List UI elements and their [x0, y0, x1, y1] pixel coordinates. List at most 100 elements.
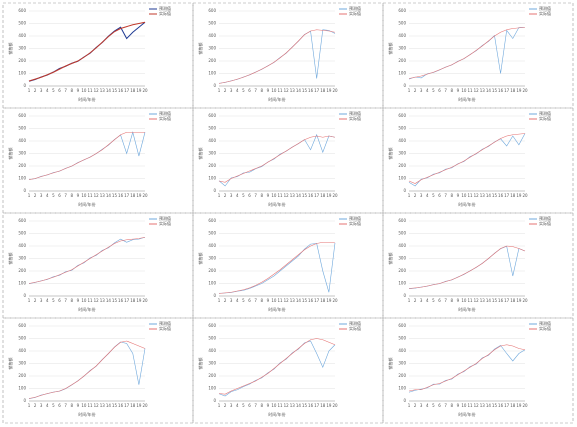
- x-tick-label: 13: [290, 298, 296, 303]
- x-tick-label: 18: [320, 193, 326, 198]
- series-line: [218, 29, 336, 84]
- x-tick-label: 14: [296, 88, 302, 93]
- x-tick-label: 7: [254, 403, 257, 408]
- x-tick-label: 3: [420, 193, 423, 198]
- x-tick-label: 5: [242, 88, 245, 93]
- y-tick-label: 0: [403, 398, 406, 403]
- x-tick-label: 17: [314, 193, 320, 198]
- x-tick-label: 13: [100, 88, 106, 93]
- x-tick-label: 18: [130, 88, 136, 93]
- x-tick-label: 19: [326, 403, 332, 408]
- x-tick-label: 2: [224, 403, 227, 408]
- x-tick-label: 11: [278, 193, 284, 198]
- x-tick-label: 12: [94, 403, 100, 408]
- x-tick-label: 9: [77, 88, 80, 93]
- x-axis-label: 时间/年份: [78, 201, 95, 207]
- y-tick-label: 300: [208, 256, 216, 261]
- x-axis-label: 时间/年份: [268, 306, 285, 312]
- x-tick-label: 16: [498, 298, 504, 303]
- x-tick-label: 13: [100, 298, 106, 303]
- x-tick-label: 16: [118, 88, 124, 93]
- y-tick-label: 200: [398, 58, 406, 63]
- x-tick-label: 16: [308, 193, 314, 198]
- x-tick-label: 10: [461, 193, 467, 198]
- y-tick-label: 600: [208, 113, 216, 118]
- x-tick-label: 3: [420, 403, 423, 408]
- x-tick-label: 17: [124, 298, 130, 303]
- x-tick-label: 13: [290, 403, 296, 408]
- x-tick-label: 19: [516, 88, 522, 93]
- legend-label: 实际值: [349, 220, 361, 226]
- x-tick-label: 6: [248, 88, 251, 93]
- y-tick-label: 500: [208, 336, 216, 341]
- series-line: [218, 241, 336, 294]
- x-tick-label: 17: [504, 88, 510, 93]
- x-tick-label: 15: [112, 403, 118, 408]
- y-tick-label: 100: [398, 71, 406, 76]
- x-tick-label: 6: [438, 403, 441, 408]
- x-tick-label: 11: [468, 298, 474, 303]
- x-tick-label: 12: [284, 403, 290, 408]
- legend-label: 预测值: [349, 110, 361, 116]
- x-tick-label: 3: [40, 88, 43, 93]
- x-tick-label: 11: [88, 298, 94, 303]
- x-tick-label: 17: [314, 403, 320, 408]
- y-tick-label: 200: [398, 163, 406, 168]
- x-tick-label: 13: [100, 403, 106, 408]
- series-line: [218, 29, 336, 84]
- x-tick-label: 19: [326, 88, 332, 93]
- x-tick-label: 19: [326, 193, 332, 198]
- x-tick-label: 8: [70, 403, 73, 408]
- x-tick-label: 10: [81, 298, 87, 303]
- x-tick-label: 11: [88, 88, 94, 93]
- x-tick-label: 3: [420, 298, 423, 303]
- x-tick-label: 7: [444, 403, 447, 408]
- x-tick-label: 20: [332, 298, 338, 303]
- y-tick-label: 400: [398, 348, 406, 353]
- x-tick-label: 20: [522, 193, 528, 198]
- x-tick-label: 16: [118, 193, 124, 198]
- y-tick-label: 600: [208, 218, 216, 223]
- y-tick-label: 300: [208, 46, 216, 51]
- x-tick-label: 15: [492, 193, 498, 198]
- y-tick-label: 0: [403, 188, 406, 193]
- x-tick-label: 17: [124, 193, 130, 198]
- x-tick-label: 18: [510, 403, 516, 408]
- x-tick-label: 4: [426, 403, 429, 408]
- x-tick-label: 15: [112, 193, 118, 198]
- x-tick-label: 5: [52, 88, 55, 93]
- x-tick-label: 14: [106, 298, 112, 303]
- x-tick-label: 20: [332, 193, 338, 198]
- x-tick-label: 14: [296, 403, 302, 408]
- x-tick-label: 4: [46, 298, 49, 303]
- x-tick-label: 8: [450, 193, 453, 198]
- x-tick-label: 4: [46, 403, 49, 408]
- y-tick-label: 100: [18, 386, 26, 391]
- y-tick-label: 400: [398, 33, 406, 38]
- x-tick-label: 3: [230, 88, 233, 93]
- y-tick-label: 500: [398, 336, 406, 341]
- y-tick-label: 100: [18, 281, 26, 286]
- x-tick-label: 3: [230, 298, 233, 303]
- x-tick-label: 16: [308, 298, 314, 303]
- legend-label: 实际值: [159, 220, 171, 226]
- x-tick-label: 1: [218, 193, 221, 198]
- x-tick-label: 5: [242, 298, 245, 303]
- x-tick-label: 20: [522, 298, 528, 303]
- x-tick-label: 16: [498, 403, 504, 408]
- x-tick-label: 10: [461, 403, 467, 408]
- x-tick-label: 5: [432, 193, 435, 198]
- x-tick-label: 7: [64, 298, 67, 303]
- x-tick-label: 2: [414, 193, 417, 198]
- series-line: [218, 338, 336, 395]
- x-tick-label: 5: [242, 403, 245, 408]
- x-tick-label: 4: [46, 88, 49, 93]
- x-tick-label: 1: [408, 193, 411, 198]
- x-tick-label: 10: [271, 403, 277, 408]
- x-tick-label: 17: [314, 298, 320, 303]
- x-tick-label: 9: [267, 88, 270, 93]
- series-line: [218, 340, 336, 397]
